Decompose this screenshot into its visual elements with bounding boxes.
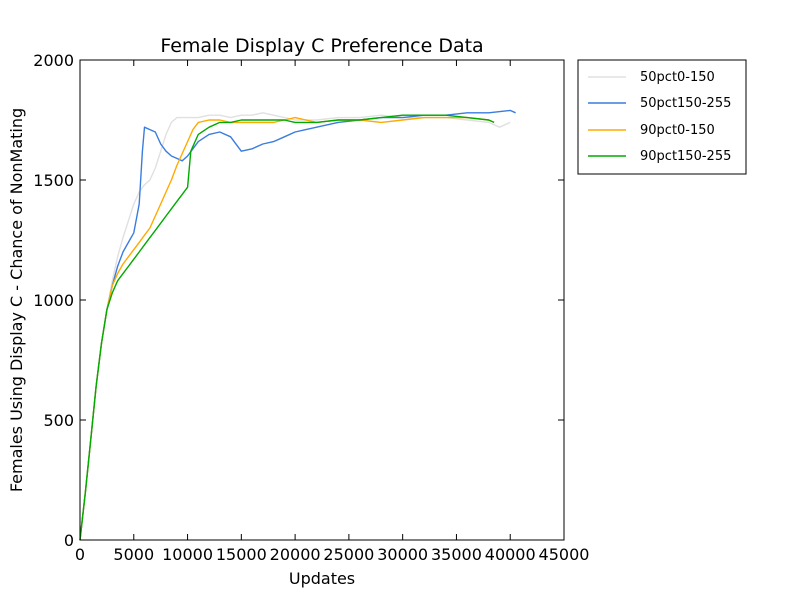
series-layer [79, 109, 516, 541]
y-axis-label: Females Using Display C - Chance of NonM… [7, 108, 26, 492]
y-tick-label: 2000 [33, 51, 74, 70]
y-tick-label: 1500 [33, 171, 74, 190]
y-tick-label: 1000 [33, 291, 74, 310]
x-tick-label: 45000 [539, 545, 590, 564]
x-tick-label: 20000 [270, 545, 321, 564]
series-line-4 [79, 114, 495, 541]
x-tick-label: 10000 [162, 545, 213, 564]
plot-area [80, 60, 564, 540]
x-axis-label: Updates [289, 569, 355, 588]
x-tick-label: 30000 [377, 545, 428, 564]
chart-title: Female Display C Preference Data [160, 35, 483, 57]
tick-layer: 0 5000 10000 15000 20000 25000 30000 35000 40000… [33, 51, 589, 564]
x-tick-label: 0 [75, 545, 85, 564]
y-tick-label: 500 [43, 411, 74, 430]
series-line-1 [79, 112, 511, 541]
x-tick-label: 35000 [431, 545, 482, 564]
x-tick-label: 40000 [485, 545, 536, 564]
x-tick-label: 5000 [113, 545, 154, 564]
legend-label-2: 50pct150-255 [640, 96, 731, 111]
legend-label-3: 90pct0-150 [640, 123, 715, 138]
x-tick-label: 15000 [216, 545, 267, 564]
x-tick-label: 25000 [323, 545, 374, 564]
y-tick-label: 0 [64, 531, 74, 550]
legend-box [577, 59, 747, 175]
legend-label-4: 90pct150-255 [640, 149, 731, 164]
legend: 50pct0-150 50pct150-255 90pct0-150 90pct… [577, 59, 747, 175]
legend-label-1: 50pct0-150 [640, 70, 715, 85]
plot-frame [79, 59, 565, 541]
